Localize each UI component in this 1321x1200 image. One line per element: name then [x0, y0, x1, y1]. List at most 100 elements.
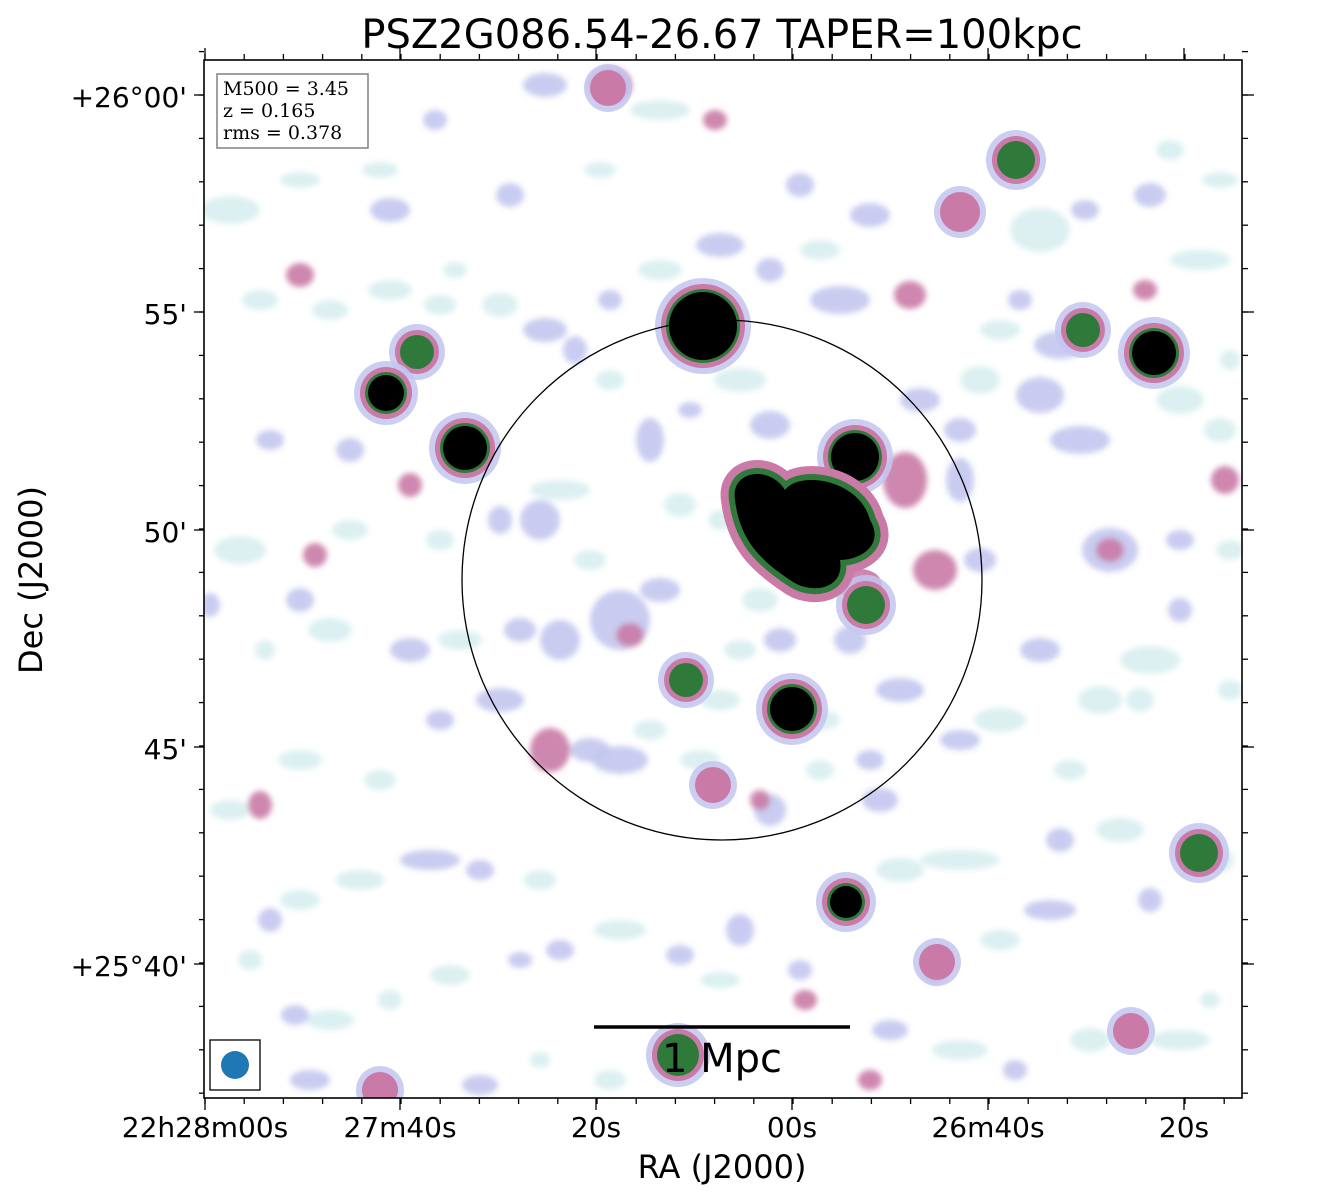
- noise-blob: [1096, 538, 1124, 562]
- noise-blob: [280, 890, 320, 910]
- noise-blob: [1156, 386, 1204, 414]
- x-axis-label: RA (J2000): [638, 1148, 807, 1186]
- noise-blob: [546, 940, 574, 960]
- noise-blob: [1134, 183, 1166, 207]
- noise-blob: [278, 750, 322, 770]
- noise-blob: [664, 493, 696, 517]
- noise-blob: [856, 750, 884, 770]
- noise-blob: [946, 458, 974, 502]
- noise-blob: [800, 240, 840, 260]
- radio-source: [1055, 302, 1111, 358]
- noise-blob: [696, 233, 744, 257]
- radio-source: [354, 361, 418, 425]
- noise-blob: [400, 850, 460, 870]
- noise-blob: [530, 480, 590, 500]
- noise-blob: [204, 196, 260, 224]
- info-redshift: z = 0.165: [223, 100, 315, 122]
- noise-blob: [700, 972, 740, 988]
- noise-blob: [530, 1052, 550, 1068]
- noise-blob: [1054, 760, 1086, 780]
- noise-blob: [286, 263, 314, 287]
- noise-blob: [1120, 646, 1180, 674]
- noise-blob: [678, 402, 702, 418]
- radio-source: [1107, 1007, 1155, 1055]
- noise-blob: [210, 800, 250, 820]
- noise-blob: [256, 430, 284, 450]
- noise-blob: [332, 520, 368, 540]
- noise-blob: [488, 506, 512, 534]
- radio-source: [689, 761, 737, 809]
- noise-blob: [913, 550, 957, 590]
- radio-image: 1 Mpc: [204, 60, 1242, 1098]
- noise-blob: [523, 318, 567, 342]
- noise-blob: [308, 618, 352, 642]
- noise-blob: [390, 638, 430, 662]
- noise-blob: [398, 473, 422, 497]
- noise-blob: [726, 914, 754, 946]
- noise-blob: [306, 1010, 354, 1030]
- noise-blob: [980, 930, 1020, 950]
- radio-source: [655, 278, 751, 374]
- noise-blob: [862, 788, 898, 812]
- info-box: M500 = 3.45 z = 0.165 rms = 0.378: [216, 73, 369, 149]
- noise-blob: [1050, 426, 1110, 454]
- noise-blob: [530, 728, 570, 772]
- noise-blob: [858, 1070, 882, 1090]
- r500-circle: [461, 319, 983, 841]
- radio-source: [429, 412, 501, 484]
- noise-blob: [964, 548, 996, 572]
- noise-blob: [1156, 140, 1184, 160]
- noise-blob: [1016, 377, 1064, 413]
- noise-blob: [574, 550, 606, 570]
- noise-blob: [742, 588, 778, 612]
- x-tick-label: 20s: [1159, 1111, 1209, 1144]
- noise-blob: [634, 720, 666, 740]
- radio-source: [986, 130, 1046, 190]
- y-axis-label: Dec (J2000): [12, 486, 50, 674]
- x-tick-label: 22h28m00s: [122, 1111, 289, 1144]
- x-axis-tick-labels: 22h28m00s 27m40s 20s 00s 26m40s 20s: [122, 1111, 1209, 1144]
- axis-ticks: [194, 48, 1254, 1110]
- x-tick-label: 20s: [571, 1111, 621, 1144]
- noise-blob: [940, 730, 980, 750]
- noise-blob: [636, 418, 664, 462]
- noise-blob: [1020, 638, 1060, 662]
- noise-blob: [850, 203, 890, 227]
- noise-blob: [920, 850, 1000, 870]
- noise-blob: [1133, 280, 1157, 300]
- noise-emission-layer: [204, 67, 1242, 1095]
- radio-source: [836, 575, 896, 635]
- noise-blob: [1150, 1030, 1210, 1050]
- noise-blob: [303, 543, 327, 567]
- plot-frame: [203, 59, 1243, 1099]
- noise-blob: [423, 110, 447, 130]
- noise-blob: [563, 336, 587, 364]
- radio-source: [646, 1023, 710, 1087]
- y-axis-tick-labels: +26°00' 55' 50' 45' +25°40': [71, 81, 187, 983]
- noise-blob: [630, 100, 690, 120]
- noise-blob: [438, 630, 482, 650]
- noise-blob: [540, 620, 580, 660]
- noise-blob: [1010, 208, 1070, 252]
- noise-blob: [793, 990, 817, 1010]
- noise-blob: [1008, 290, 1032, 310]
- noise-blob: [368, 280, 412, 300]
- noise-blob: [640, 578, 680, 602]
- radio-sources-layer: [354, 64, 1229, 1098]
- noise-blob: [1220, 350, 1240, 370]
- y-tick-label: 50': [144, 516, 187, 549]
- noise-blob: [204, 593, 220, 617]
- noise-blob: [362, 162, 398, 178]
- noise-blob: [703, 110, 727, 130]
- radio-source: [658, 652, 714, 708]
- noise-blob: [960, 366, 1000, 394]
- noise-blob: [1024, 900, 1076, 920]
- noise-blob: [476, 688, 524, 712]
- noise-blob: [1046, 828, 1074, 852]
- noise-blob: [378, 990, 402, 1010]
- noise-blob: [520, 500, 560, 540]
- plot-title: PSZ2G086.54-26.67 TAPER=100kpc: [361, 12, 1082, 58]
- info-rms: rms = 0.378: [223, 122, 342, 144]
- noise-blob: [1202, 172, 1238, 188]
- noise-blob: [1166, 530, 1194, 550]
